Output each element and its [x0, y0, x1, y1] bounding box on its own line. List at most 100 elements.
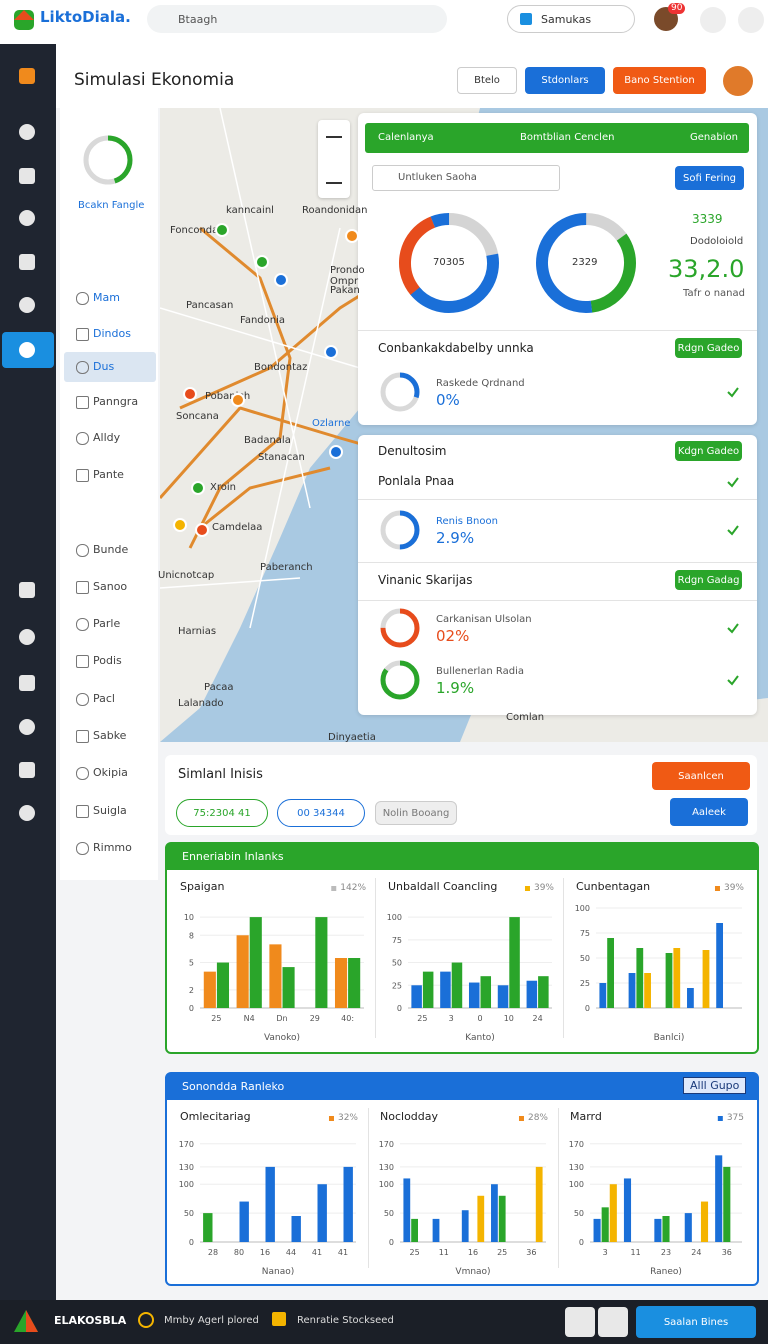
map-label: Fandonia	[240, 315, 286, 326]
menu-button[interactable]	[738, 7, 764, 33]
bar	[623, 1178, 632, 1242]
y-tick-label: 100	[387, 913, 402, 922]
panel-search-text: Untluken Saoha	[398, 172, 477, 183]
map-pin[interactable]	[215, 223, 229, 237]
donut-label: 70305	[433, 257, 465, 268]
y-tick-label: 100	[575, 904, 590, 913]
map-label: Ozlarne	[312, 418, 351, 429]
menu-item[interactable]: Bunde	[93, 543, 129, 556]
chip[interactable]: 00 34344	[277, 799, 365, 827]
map-pin[interactable]	[324, 345, 338, 359]
x-tick-label: 16	[260, 1248, 270, 1257]
menu-item[interactable]: Pante	[93, 468, 124, 481]
panel-search[interactable]	[372, 165, 560, 191]
icon-sidebar	[0, 44, 56, 1300]
nav-icon[interactable]	[19, 168, 35, 184]
nav-icon[interactable]	[19, 254, 35, 270]
nav-icon[interactable]	[19, 629, 35, 645]
x-axis-label: Vanoko)	[264, 1033, 300, 1043]
chip[interactable]: Nolin Booang	[375, 801, 457, 825]
map-pin[interactable]	[255, 255, 269, 269]
footer-icon-button[interactable]	[598, 1307, 628, 1337]
chip[interactable]: 75:2304 41	[176, 799, 268, 827]
bar	[723, 1166, 731, 1242]
group-title: Sonondda Ranleko	[182, 1080, 285, 1093]
section-button[interactable]: Rdgn Gadag	[675, 570, 742, 590]
header-button[interactable]: Stdonlars	[525, 67, 605, 94]
bar	[239, 1201, 249, 1242]
panel-button[interactable]: Sofi Fering	[675, 166, 744, 190]
ring-arc	[83, 135, 133, 185]
nav-icon[interactable]	[19, 805, 35, 821]
menu-item[interactable]: Panngra	[93, 395, 139, 408]
map-pin[interactable]	[191, 481, 205, 495]
grid-button[interactable]	[700, 7, 726, 33]
sim-action[interactable]: Aaleek	[670, 798, 748, 826]
menu-item[interactable]: Sabke	[93, 729, 127, 742]
y-tick-label: 75	[580, 929, 590, 938]
menu-item[interactable]: Dus	[93, 360, 115, 373]
panel-tab[interactable]: Genabion	[690, 132, 738, 143]
map-pin[interactable]	[173, 518, 187, 532]
header-button[interactable]: Bano Stention	[613, 67, 706, 94]
footer-icon-button[interactable]	[565, 1307, 595, 1337]
nav-icon[interactable]	[19, 719, 35, 735]
nav-icon[interactable]	[19, 675, 35, 691]
nav-icon[interactable]	[19, 342, 35, 358]
y-tick-label: 100	[179, 1180, 194, 1189]
ring-arc	[380, 510, 420, 550]
y-tick-label: 2	[189, 986, 194, 995]
menu-item[interactable]: Okipia	[93, 766, 128, 779]
map-pin[interactable]	[231, 393, 245, 407]
footer-button[interactable]: Saalan Bines	[636, 1306, 756, 1338]
bar	[684, 1213, 692, 1242]
footer-link[interactable]: Renratie Stockseed	[297, 1315, 394, 1326]
donut-segment	[399, 213, 499, 313]
zoom-control[interactable]	[318, 120, 350, 198]
menu-item[interactable]: Pacl	[93, 692, 115, 705]
zoom-in[interactable]	[326, 136, 342, 138]
y-tick-label: 25	[392, 981, 402, 990]
nav-icon[interactable]	[19, 68, 35, 84]
nav-icon[interactable]	[19, 124, 35, 140]
x-axis-label: Kanto)	[465, 1033, 495, 1043]
panel-tab[interactable]: Bomtblian Cenclen	[520, 132, 615, 143]
bar	[269, 944, 282, 1008]
map-pin[interactable]	[183, 387, 197, 401]
bar-chart: Marrd 375 0 50 100 130 170 3 11 23 24 36 Raneo)	[569, 1110, 744, 1277]
nav-icon[interactable]	[19, 297, 35, 313]
section-button[interactable]: Rdgn Gadeo	[675, 338, 742, 358]
x-tick-label: 25	[410, 1248, 420, 1257]
map-pin[interactable]	[329, 445, 343, 459]
nav-icon[interactable]	[19, 762, 35, 778]
panel-tab[interactable]: Calenlanya	[378, 132, 434, 143]
map-label: Unicnotcap	[158, 570, 215, 581]
menu-item[interactable]: Podis	[93, 654, 122, 667]
footer-link[interactable]: Mmby Agerl plored	[164, 1315, 259, 1326]
nav-icon[interactable]	[19, 210, 35, 226]
map-label: Harnias	[178, 626, 217, 637]
legend-label: 375	[727, 1113, 744, 1123]
menu-item[interactable]: Alldy	[93, 431, 121, 444]
menu-item[interactable]: Rimmo	[93, 841, 132, 854]
menu-item[interactable]: Mam	[93, 291, 120, 304]
map-pin[interactable]	[345, 229, 359, 243]
profile-avatar[interactable]	[723, 66, 753, 96]
search-box[interactable]	[147, 5, 447, 33]
header-button[interactable]: Btelo	[457, 67, 517, 94]
menu-item[interactable]: Sanoo	[93, 580, 128, 593]
y-tick-label: 170	[379, 1140, 394, 1149]
nav-icon[interactable]	[19, 582, 35, 598]
y-tick-label: 100	[569, 1180, 584, 1189]
sim-button[interactable]: Saanlcen	[652, 762, 750, 790]
menu-item[interactable]: Suigla	[93, 804, 127, 817]
bar	[291, 1216, 301, 1242]
section-button[interactable]: Kdgn Gadeo	[675, 441, 742, 461]
menu-item[interactable]: Dindos	[93, 327, 131, 340]
menu-item[interactable]: Parle	[93, 617, 121, 630]
stat-big: 33,2.0	[668, 255, 745, 283]
map-pin[interactable]	[274, 273, 288, 287]
zoom-out[interactable]	[326, 182, 342, 184]
map-pin[interactable]	[195, 523, 209, 537]
